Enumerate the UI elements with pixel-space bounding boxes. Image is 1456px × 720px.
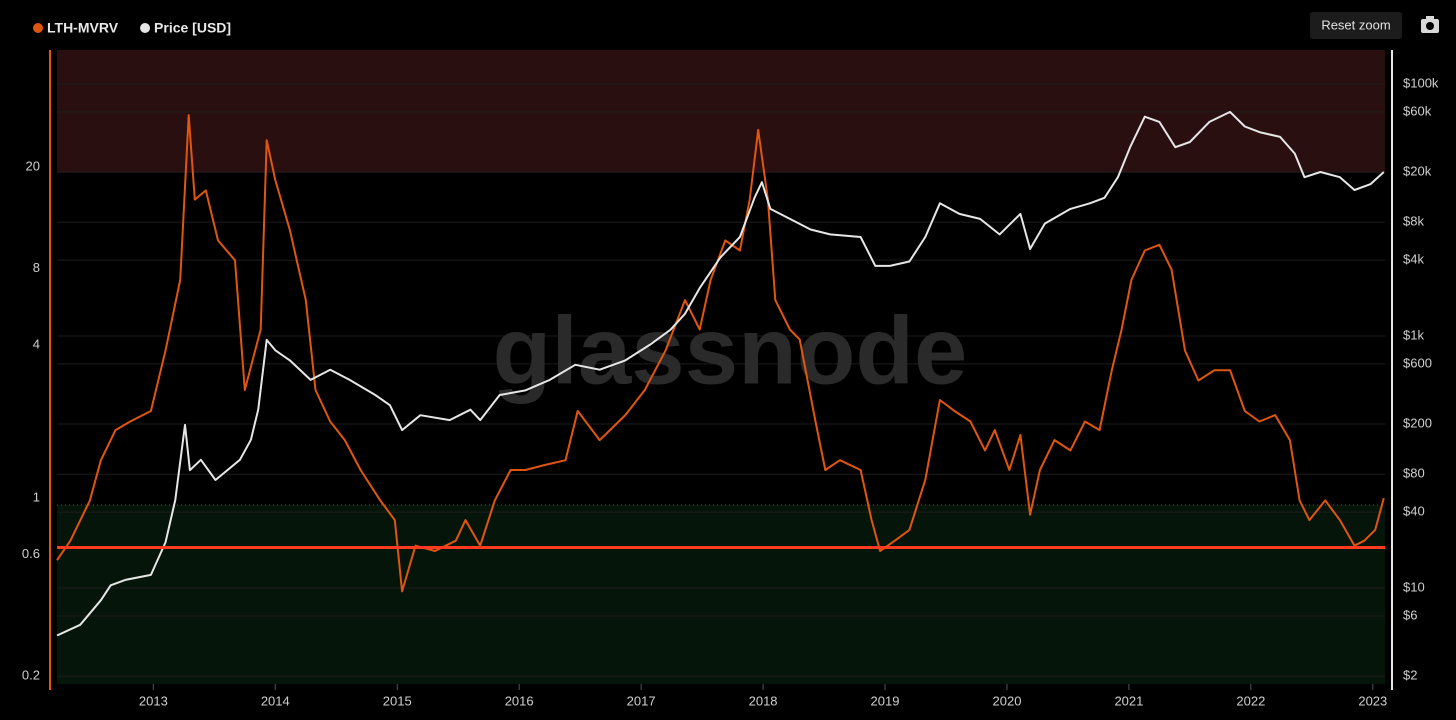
x-tick-label: 2017	[627, 693, 656, 708]
y2-tick-label: $2	[1403, 668, 1417, 683]
x-tick-label: 2019	[871, 693, 900, 708]
button-label[interactable]: Reset zoom	[1321, 17, 1390, 32]
y-tick-label: 0.6	[22, 546, 40, 561]
series-line	[56, 114, 1385, 593]
axes: $2 $6 $10 $40 $80 $200 $600 $1k $4k $8k $20k $60k $1…	[22, 50, 1439, 708]
zones	[57, 50, 1385, 684]
y2-tick-label: $10	[1403, 579, 1425, 594]
x-tick-label: 2014	[261, 693, 290, 708]
legend-item[interactable]: Price [USD]	[140, 20, 231, 36]
x-tick-label: 2021	[1114, 693, 1143, 708]
y2-tick-label: $80	[1403, 466, 1425, 481]
y2-tick-label: $1k	[1403, 327, 1424, 342]
zone	[57, 504, 1385, 684]
y-tick-label: 1	[33, 490, 40, 505]
watermark: glassnode	[493, 297, 968, 404]
grid	[57, 83, 1385, 677]
y2-tick-label: $4k	[1403, 252, 1424, 267]
zone	[57, 50, 1385, 173]
y2-tick-label: $100k	[1403, 75, 1439, 90]
camera-icon[interactable]	[1421, 16, 1439, 33]
lines	[56, 110, 1385, 637]
y2-tick-label: $40	[1403, 504, 1425, 519]
legend-label[interactable]: LTH-MVRV	[47, 20, 119, 36]
y2-tick-label: $6	[1403, 607, 1417, 622]
y2-tick-label: $60k	[1403, 103, 1432, 118]
x-tick-label: 2015	[383, 693, 412, 708]
legend-marker[interactable]	[140, 23, 151, 33]
x-tick-label: 2020	[993, 693, 1022, 708]
y-tick-label: 0.2	[22, 667, 40, 682]
legend-marker[interactable]	[33, 23, 43, 33]
x-tick-label: 2016	[505, 693, 534, 708]
legend-label[interactable]: Price [USD]	[154, 20, 231, 36]
button-bg[interactable]	[1310, 12, 1402, 39]
y2-tick-label: $600	[1403, 355, 1432, 370]
legend: LTH-MVRV Price [USD]	[33, 20, 231, 36]
x-tick-label: 2013	[139, 693, 168, 708]
legend-item[interactable]: LTH-MVRV	[33, 20, 119, 36]
y-tick-label: 4	[33, 336, 40, 351]
y2-tick-label: $200	[1403, 415, 1432, 430]
series-line	[56, 110, 1385, 637]
y2-tick-label: $20k	[1403, 163, 1432, 178]
reset-zoom-button[interactable]: Reset zoom	[1310, 12, 1402, 39]
x-tick-label: 2022	[1236, 693, 1265, 708]
y-tick-label: 20	[26, 159, 40, 174]
camera-lens[interactable]	[1426, 22, 1434, 30]
y2-tick-label: $8k	[1403, 214, 1424, 229]
x-tick-label: 2018	[749, 693, 778, 708]
camera-top[interactable]	[1426, 16, 1434, 20]
x-tick-label: 2023	[1358, 693, 1387, 708]
y-tick-label: 8	[33, 260, 40, 275]
